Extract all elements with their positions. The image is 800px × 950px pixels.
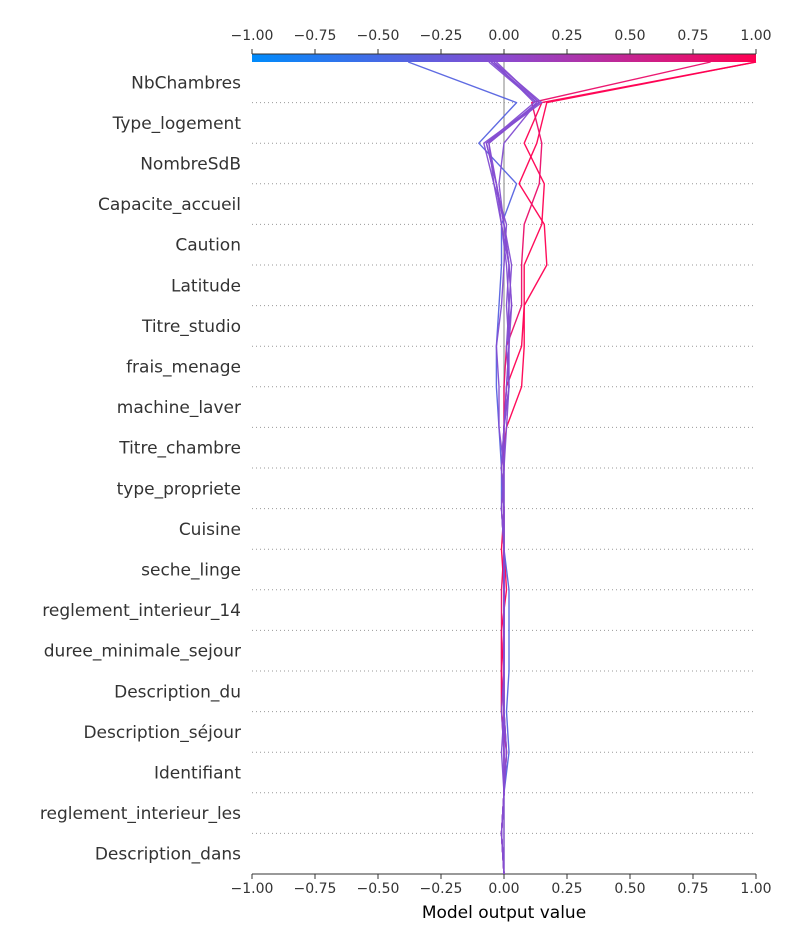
top-tick-label: 0.50 <box>614 28 645 44</box>
feature-label: reglement_interieur_14 <box>42 601 241 621</box>
feature-label: Latitude <box>171 276 241 296</box>
feature-label: Type_logement <box>112 114 242 134</box>
bottom-tick-label: 1.00 <box>740 881 771 897</box>
bottom-tick-label: −0.75 <box>294 881 337 897</box>
feature-label: Identifiant <box>154 764 241 784</box>
feature-label: NombreSdB <box>140 155 241 175</box>
x-axis-title: Model output value <box>422 903 586 923</box>
feature-label: NbChambres <box>131 73 241 93</box>
decision-path <box>488 61 538 875</box>
feature-label: type_propriete <box>117 479 241 499</box>
bottom-tick-label: −1.00 <box>231 881 274 897</box>
decision-paths <box>407 61 757 875</box>
feature-label: Cuisine <box>179 520 241 540</box>
feature-label: frais_menage <box>126 358 241 378</box>
feature-label: Description_séjour <box>83 723 241 743</box>
feature-label: Titre_chambre <box>118 439 241 459</box>
bottom-tick-label: −0.50 <box>357 881 400 897</box>
top-tick-label: −0.50 <box>357 28 400 44</box>
bottom-tick-label: 0.75 <box>677 881 708 897</box>
feature-label: reglement_interieur_les <box>40 804 241 824</box>
decision-path <box>490 61 538 875</box>
top-tick-label: −1.00 <box>231 28 274 44</box>
feature-label: Titre_studio <box>141 317 241 337</box>
feature-labels: NbChambres Type_logement NombreSdB Capacite… <box>40 73 241 864</box>
feature-label: seche_linge <box>141 561 241 581</box>
feature-label: machine_laver <box>117 398 241 418</box>
feature-label: duree_minimale_sejour <box>44 642 241 662</box>
top-tick-label: −0.75 <box>294 28 337 44</box>
decision-path <box>488 61 540 875</box>
bottom-tick-label: −0.25 <box>420 881 463 897</box>
feature-label: Caution <box>175 236 241 256</box>
feature-label: Description_dans <box>95 845 241 865</box>
top-tick-label: −0.25 <box>420 28 463 44</box>
top-tick-label: 0.25 <box>551 28 582 44</box>
bottom-tick-label: 0.50 <box>614 881 645 897</box>
feature-label: Description_du <box>114 682 241 702</box>
bottom-tick-label: 0.25 <box>551 881 582 897</box>
top-tick-label: 0.75 <box>677 28 708 44</box>
bottom-tick-label: 0.00 <box>488 881 519 897</box>
top-tick-label: 0.00 <box>488 28 519 44</box>
colorbar <box>252 54 756 62</box>
top-tick-label: 1.00 <box>740 28 771 44</box>
feature-label: Capacite_accueil <box>98 195 241 215</box>
decision-path <box>485 61 543 875</box>
